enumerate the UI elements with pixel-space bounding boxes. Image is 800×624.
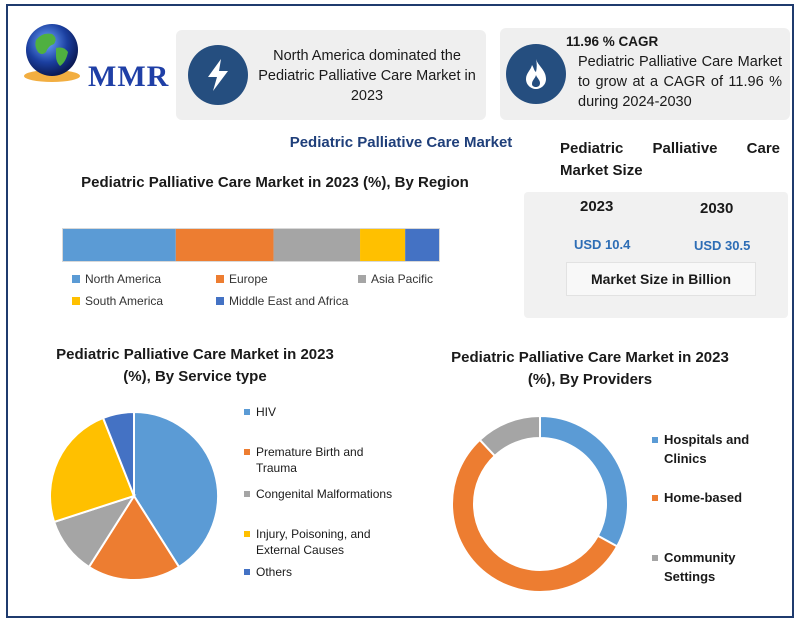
legend-label: Hospitals and Clinics — [664, 432, 750, 466]
legend-label: Asia Pacific — [371, 272, 434, 286]
legend-swatch — [652, 495, 658, 501]
logo-text: MMR — [88, 60, 170, 93]
legend-swatch — [216, 275, 224, 283]
year-2023-label: 2023 — [580, 198, 614, 215]
providers-donut-slice-community-settings — [478, 414, 541, 458]
year-2030-label: 2030 — [700, 200, 734, 217]
legend-label: Injury, Poisoning, and External Causes — [256, 527, 371, 557]
providers-legend-item-home-based: Home-based — [652, 488, 762, 507]
providers-legend-item-hospitals-and-clinics: Hospitals and Clinics — [652, 430, 762, 468]
flame-icon — [506, 44, 566, 104]
cagr-title: 11.96 % CAGR — [566, 34, 659, 49]
providers-chart-title: Pediatric Palliative Care Market in 2023… — [451, 349, 729, 388]
legend-label: HIV — [256, 405, 277, 419]
providers-donut-slice-hospitals-and-clinics — [539, 414, 629, 548]
main-title: Pediatric Palliative Care Market — [289, 134, 513, 151]
legend-swatch — [244, 491, 250, 497]
legend-swatch — [244, 531, 250, 537]
legend-label: Premature Birth and Trauma — [256, 445, 364, 475]
north-america-dominance-card: North America dominated the Pediatric Pa… — [176, 30, 486, 120]
legend-label: Congenital Malformations — [256, 487, 393, 501]
region-legend-item-south-america: South America — [72, 294, 163, 308]
region-bar-segment-south-america — [360, 229, 406, 261]
service-legend-item-hiv: HIV — [244, 404, 394, 420]
infographic-frame — [6, 4, 794, 618]
providers-donut-chart — [451, 414, 629, 593]
region-legend-item-asia-pacific: Asia Pacific — [358, 272, 433, 286]
region-bar-segment-middle-east-and-africa — [405, 229, 439, 261]
market-size-box: 2023 2030 USD 10.4 USD 30.5 Market Size … — [524, 192, 788, 318]
service-legend: HIV Premature Birth and Trauma Congenital … — [244, 404, 394, 584]
legend-swatch — [244, 449, 250, 455]
legend-swatch — [652, 555, 658, 561]
legend-swatch — [244, 409, 250, 415]
region-bar-segment-asia-pacific — [273, 229, 361, 261]
region-stacked-bar — [62, 228, 440, 262]
legend-label: South America — [85, 294, 164, 308]
legend-swatch — [72, 297, 80, 305]
legend-label: Home-based — [664, 490, 743, 505]
legend-label: North America — [85, 272, 162, 286]
market-size-title: Pediatric Palliative Care Market Size — [560, 140, 780, 179]
market-size-unit-label: Market Size in Billion — [566, 262, 756, 296]
legend-swatch — [652, 437, 658, 443]
service-legend-item-congenital-malformations: Congenital Malformations — [244, 486, 394, 502]
service-legend-item-injury-poisoning-and-external-causes: Injury, Poisoning, and External Causes — [244, 526, 394, 558]
value-2030: USD 30.5 — [694, 238, 751, 253]
region-bar-svg — [63, 229, 439, 261]
legend-swatch — [216, 297, 224, 305]
globe-icon — [24, 24, 80, 82]
legend-label: Community Settings — [664, 550, 736, 584]
service-pie-slice-premature-birth-and-trauma — [87, 494, 181, 581]
value-2023: USD 10.4 — [574, 237, 631, 252]
region-chart-title: Pediatric Palliative Care Market in 2023… — [81, 174, 469, 191]
cagr-text: Pediatric Palliative Care Market to grow… — [578, 54, 782, 110]
region-legend-item-north-america: North America — [72, 272, 161, 286]
legend-swatch — [72, 275, 80, 283]
legend-label: Middle East and Africa — [229, 294, 349, 308]
region-bar-segment-europe — [175, 229, 274, 261]
providers-legend: Hospitals and Clinics Home-based Community… — [652, 430, 772, 590]
providers-legend-item-community-settings: Community Settings — [652, 548, 762, 586]
lightning-bolt-icon — [188, 45, 248, 105]
region-legend-item-europe: Europe — [216, 272, 268, 286]
service-pie-slice-others — [101, 410, 135, 497]
service-pie-chart — [49, 410, 219, 581]
region-legend-item-middle-east-and-africa: Middle East and Africa — [216, 294, 348, 308]
legend-swatch — [244, 569, 250, 575]
service-legend-item-others: Others — [244, 564, 394, 580]
cagr-card: 11.96 % CAGR Pediatric Palliative Care M… — [500, 28, 790, 120]
company-logo: MMR — [18, 18, 168, 93]
legend-label: Europe — [229, 272, 268, 286]
dominance-text: North America dominated the Pediatric Pa… — [258, 48, 476, 104]
providers-donut-slice-home-based — [451, 438, 619, 593]
service-legend-item-premature-birth-and-trauma: Premature Birth and Trauma — [244, 444, 394, 476]
service-chart-title: Pediatric Palliative Care Market in 2023… — [56, 346, 334, 385]
legend-label: Others — [256, 565, 293, 579]
region-bar-segment-north-america — [63, 229, 176, 261]
legend-swatch — [358, 275, 366, 283]
